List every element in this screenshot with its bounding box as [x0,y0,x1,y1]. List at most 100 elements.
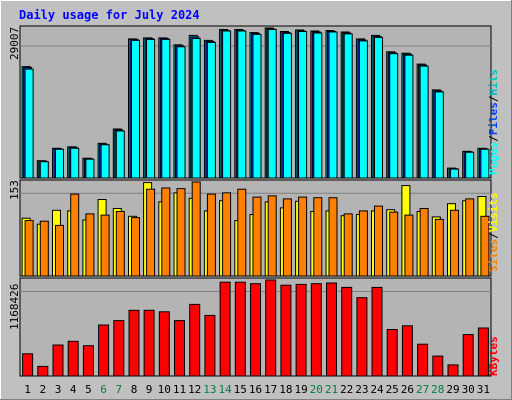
panel-visits-ymax-label: 153 [8,180,21,200]
bar-sites-day-2 [39,220,49,277]
bar-kbytes-day-22 [341,286,353,377]
bar-kbytes-day-11 [174,320,185,377]
bar-sites-day-13 [206,193,216,277]
panel-kbytes-legend: KBytes [487,336,500,376]
panel-kbytes: 1168426 KBytes [8,277,500,377]
bar-sites-day-14 [222,192,232,277]
bar-kbytes-day-19 [295,283,307,377]
legend-pages: Pages [487,142,500,175]
x-tick-label-day-21: 21 [325,383,338,396]
bar-pages-day-21 [328,31,338,179]
x-tick-label-day-31: 31 [477,383,490,396]
legend-separator: / [487,135,500,142]
bar-kbytes-day-14 [219,281,231,377]
x-tick-label-day-20: 20 [310,383,323,396]
legend-visits: Visits [487,193,500,233]
bar-kbytes-day-28 [432,355,444,377]
x-tick-label-day-25: 25 [386,383,399,396]
bar-pages-day-2 [39,161,49,179]
bar-kbytes-day-12 [189,303,201,377]
bar-kbytes-day-20 [310,283,322,377]
x-tick-label-day-17: 17 [264,383,277,396]
bar-pages-day-10 [161,38,171,179]
bar-sites-day-8 [131,217,140,277]
bar-pages-day-18 [282,32,292,179]
bar-pages-day-6 [100,144,110,179]
panel-visits-legend: Sites/Visits [487,193,500,273]
bar-pages-day-31 [480,148,490,179]
panel-visits-bars [20,181,491,277]
chart-title: Daily usage for July 2024 [19,8,200,22]
x-tick-label-day-26: 26 [401,383,414,396]
bar-sites-day-27 [419,208,429,277]
bar-sites-day-30 [465,198,475,277]
bar-kbytes-day-2 [37,365,49,377]
bar-kbytes-day-31 [477,327,489,377]
bar-kbytes-day-3 [52,344,64,377]
x-tick-label-day-16: 16 [249,383,262,396]
bar-kbytes-day-1 [22,353,34,377]
x-tick-label-day-3: 3 [55,383,62,396]
panel-kbytes-ymax-label: 1168426 [8,284,21,330]
x-tick-label-day-15: 15 [234,383,247,396]
bar-kbytes-day-18 [280,284,292,377]
bar-kbytes-day-29 [447,364,459,377]
bar-kbytes-day-26 [401,325,413,377]
bar-kbytes-day-25 [386,329,398,377]
bar-sites-day-1 [24,220,34,277]
bar-pages-day-29 [450,168,459,179]
bar-pages-day-19 [298,31,308,179]
bar-sites-day-16 [252,196,262,277]
bar-sites-day-7 [115,211,125,277]
x-tick-label-day-12: 12 [188,383,201,396]
bar-kbytes-day-21 [326,282,337,377]
bar-pages-day-8 [131,39,140,179]
x-tick-label-day-9: 9 [146,383,153,396]
bar-kbytes-day-16 [250,283,261,377]
x-tick-label-day-7: 7 [115,383,122,396]
bar-pages-day-25 [389,53,399,179]
bar-sites-day-24 [374,205,383,277]
bar-sites-day-20 [313,197,323,277]
bar-kbytes-day-10 [158,311,170,377]
bar-kbytes-day-9 [143,309,155,377]
bar-sites-day-12 [191,181,201,277]
bar-pages-day-4 [70,147,80,179]
bar-sites-day-25 [389,211,399,277]
x-tick-label-day-23: 23 [355,383,368,396]
bar-pages-day-28 [434,91,444,179]
x-tick-label-day-22: 22 [340,383,353,396]
x-tick-label-day-28: 28 [431,383,444,396]
x-tick-label-day-4: 4 [70,383,77,396]
bar-pages-day-26 [404,54,414,179]
legend-separator: / [487,232,500,239]
bar-pages-day-15 [237,30,247,179]
bar-pages-day-16 [252,33,262,179]
x-tick-label-day-19: 19 [294,383,307,396]
bar-sites-day-6 [100,214,110,277]
bar-sites-day-10 [161,187,171,277]
panel-visits-sites: 153 Sites/Visits [8,179,500,277]
bar-kbytes-day-15 [234,281,246,377]
x-tick-label-day-13: 13 [203,383,216,396]
bar-pages-day-22 [343,33,353,179]
bar-sites-day-26 [404,214,414,277]
x-tick-label-day-30: 30 [462,383,475,396]
bar-sites-day-11 [176,188,186,277]
x-tick-label-day-10: 10 [158,383,171,396]
bar-pages-day-24 [374,36,383,179]
bar-sites-day-21 [328,197,338,277]
bar-sites-day-29 [450,209,459,277]
bar-sites-day-15 [237,188,247,277]
x-axis-day-labels: 1 2 3 4 5 6 7 8 9 10 11 12 13 14 15 16 17 18 19 20 21 22 23 24 2… [24,383,490,396]
x-tick-label-day-1: 1 [24,383,31,396]
bar-pages-day-27 [419,65,429,179]
panel-hits-files-pages: 29007 Pages/Files/Hits [8,25,500,179]
bar-kbytes-day-30 [462,334,474,377]
bar-pages-day-11 [176,46,186,179]
bar-kbytes-day-8 [128,309,140,377]
bar-sites-day-18 [282,198,292,277]
x-tick-label-day-6: 6 [100,383,107,396]
bar-sites-day-3 [55,224,64,277]
